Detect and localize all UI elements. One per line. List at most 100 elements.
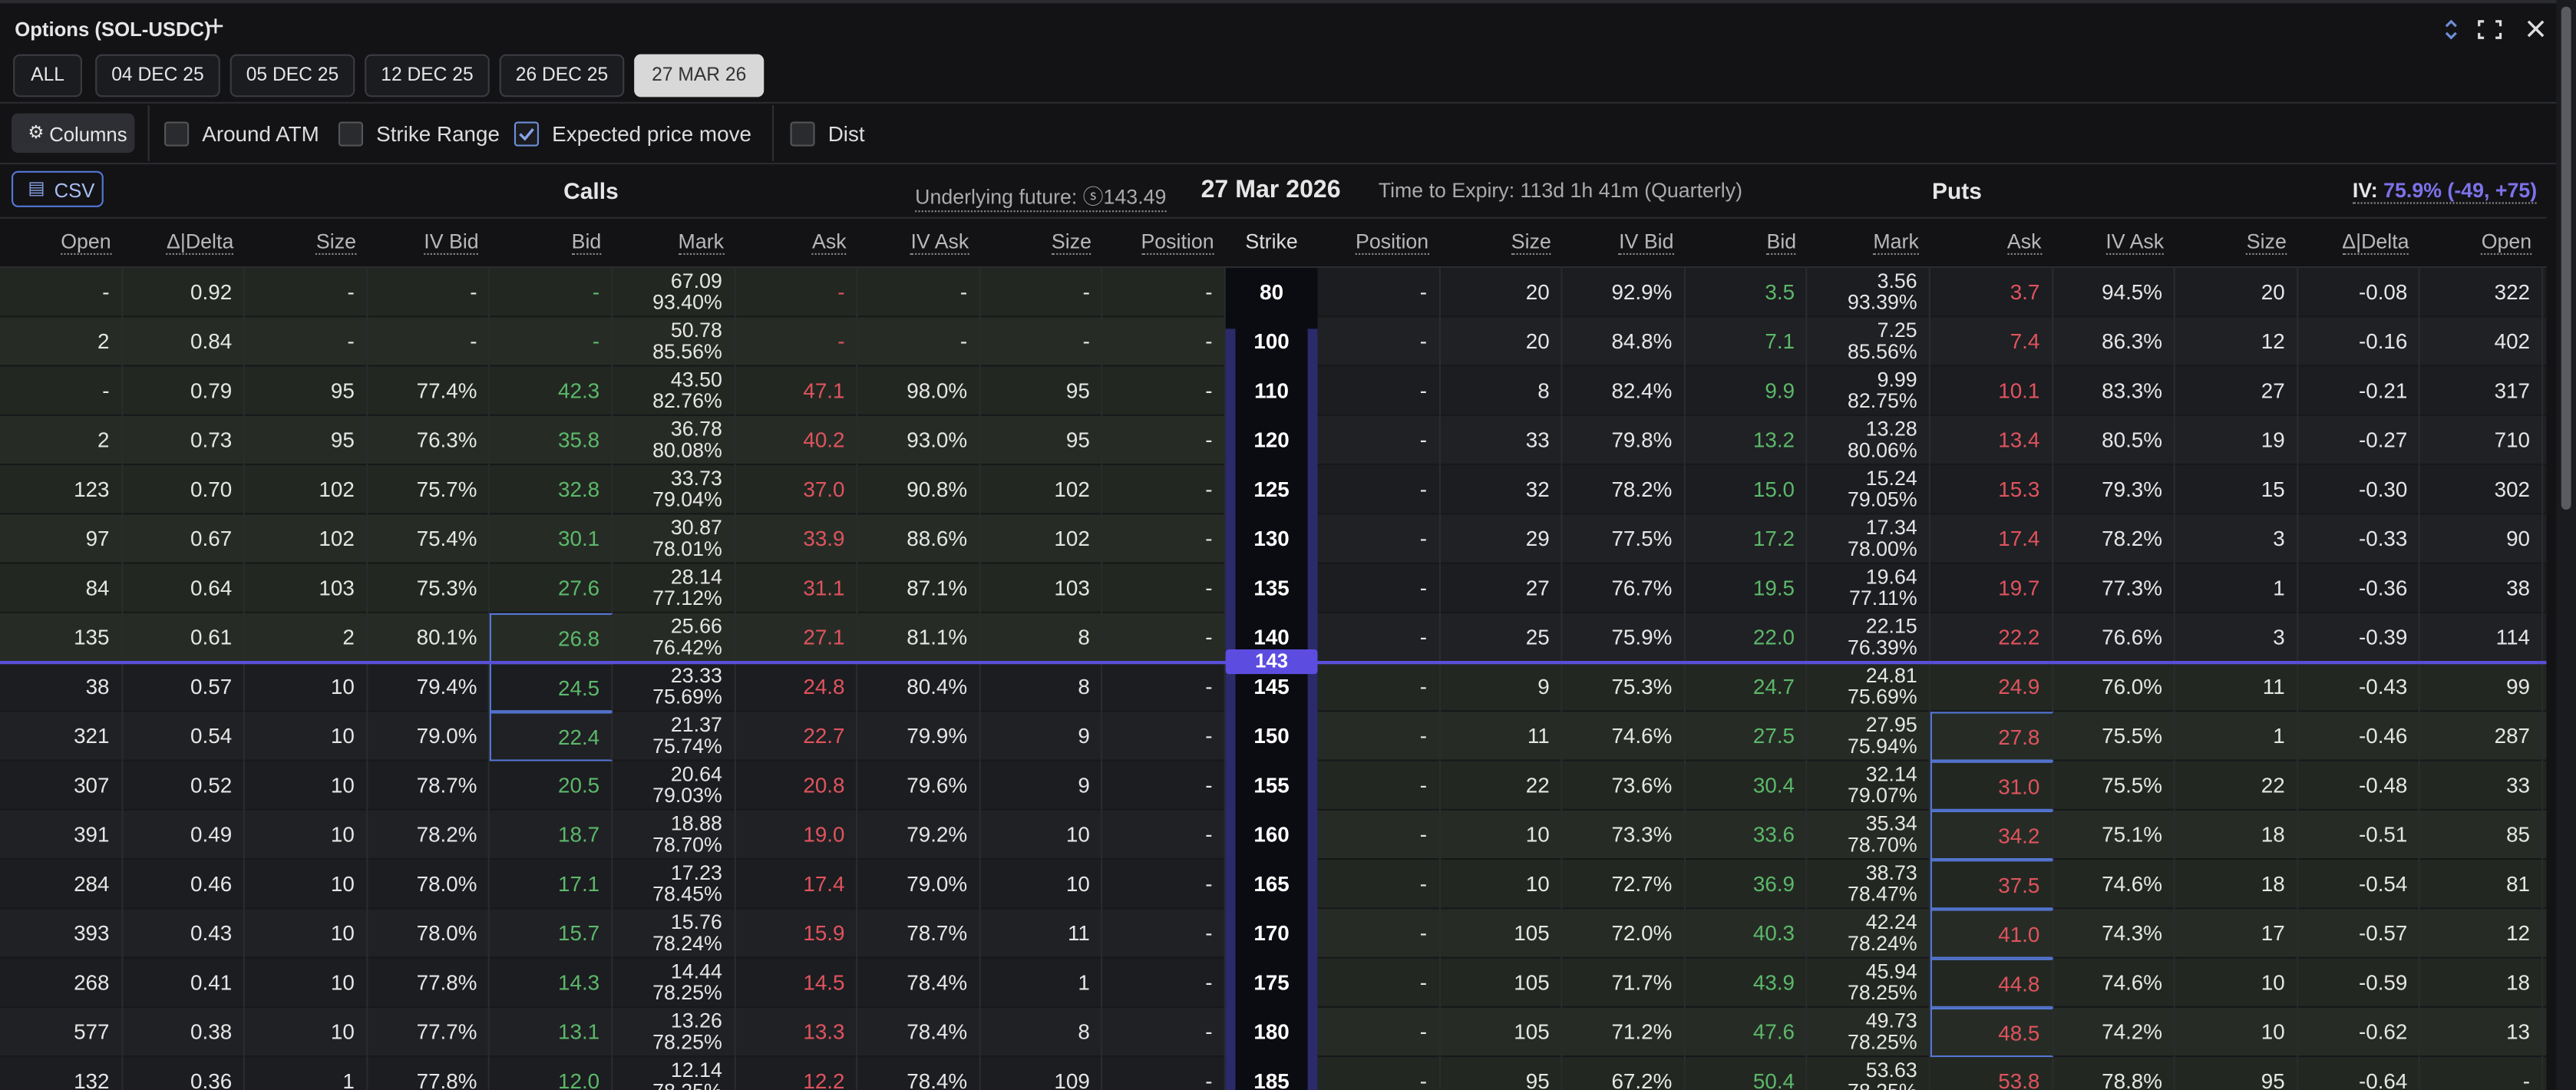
cell: - xyxy=(1318,662,1441,712)
mark-iv: 78.25% xyxy=(613,1081,722,1090)
cell: 3.5 xyxy=(1686,268,1808,318)
strike-cell: 130 xyxy=(1253,526,1290,551)
cell: 17.4 xyxy=(1930,514,2053,564)
column-header: Ask xyxy=(1930,230,2042,255)
cell: - xyxy=(980,268,1103,318)
cell: 71.2% xyxy=(1563,1007,1686,1058)
column-header-text[interactable]: IV Bid xyxy=(1619,230,1674,255)
cell: 0.92 xyxy=(123,268,246,318)
cell: 18.7 xyxy=(490,810,613,860)
column-header-text[interactable]: IV Ask xyxy=(910,230,969,255)
expiry-tab[interactable]: 05 DEC 25 xyxy=(230,54,355,97)
cell: 20 xyxy=(1440,317,1563,367)
column-header: Δ|Delta xyxy=(123,230,233,255)
mark-price: 19.64 xyxy=(1865,565,1917,589)
column-header-text[interactable]: Size xyxy=(1511,230,1551,255)
collapse-icon[interactable] xyxy=(2445,19,2457,40)
mark-price: 23.33 xyxy=(670,664,722,688)
expiry-tab[interactable]: 04 DEC 25 xyxy=(95,54,220,97)
cell: 577 xyxy=(0,1007,123,1058)
column-header-text[interactable]: Strike xyxy=(1245,230,1298,253)
cell: 0.64 xyxy=(123,563,246,613)
mark-cell: 17.23 78.45% xyxy=(613,860,735,910)
column-header-text[interactable]: Δ|Delta xyxy=(2342,230,2409,255)
scroll-thumb[interactable] xyxy=(2561,6,2571,510)
cell: - xyxy=(1103,958,1226,1008)
mark-price: 3.56 xyxy=(1877,269,1917,293)
row-bg-calls xyxy=(0,958,1226,1008)
column-header-text[interactable]: Δ|Delta xyxy=(167,230,233,255)
expiry-tab[interactable]: 12 DEC 25 xyxy=(365,54,490,97)
cell: - xyxy=(1103,366,1226,416)
cell: 9.9 xyxy=(1686,366,1808,416)
mark-cell: 33.73 79.04% xyxy=(613,465,735,515)
column-header-text[interactable]: Bid xyxy=(571,230,602,255)
cell: 2 xyxy=(245,613,368,663)
column-header-text[interactable]: Size xyxy=(315,230,356,255)
scrollbar[interactable] xyxy=(2556,0,2576,1090)
column-header-text[interactable]: IV Bid xyxy=(424,230,479,255)
cell: 10 xyxy=(1440,860,1563,910)
expiry-tab[interactable]: ALL xyxy=(13,54,83,97)
cell: 105 xyxy=(1440,909,1563,959)
mark-price: 12.14 xyxy=(670,1059,722,1082)
expiry-tab[interactable]: 27 MAR 26 xyxy=(634,54,765,97)
mark-cell: 28.14 77.12% xyxy=(613,563,735,613)
cell: 47.1 xyxy=(735,366,858,416)
column-header-text[interactable]: Open xyxy=(2481,230,2532,255)
expiry-tab[interactable]: 26 DEC 25 xyxy=(499,54,625,97)
column-header-text[interactable]: IV Ask xyxy=(2105,230,2165,255)
fullscreen-icon[interactable] xyxy=(2478,20,2502,39)
cell: - xyxy=(1103,662,1226,712)
cell: -0.30 xyxy=(2298,465,2421,515)
column-header: IV Ask xyxy=(2053,230,2165,255)
cell: 78.2% xyxy=(2053,514,2176,564)
checkbox[interactable] xyxy=(790,121,815,147)
column-header-text[interactable]: Bid xyxy=(1766,230,1797,255)
cell: 78.2% xyxy=(368,810,490,860)
cell: - xyxy=(1318,317,1441,367)
mark-cell: 50.78 85.56% xyxy=(613,317,735,367)
cell: 80.4% xyxy=(858,662,981,712)
checkbox[interactable] xyxy=(164,121,190,147)
cell: 86.3% xyxy=(2053,317,2176,367)
cell: 79.0% xyxy=(368,712,490,761)
cell: 1 xyxy=(2175,712,2298,761)
cell: -0.21 xyxy=(2298,366,2421,416)
column-header-text[interactable]: Mark xyxy=(1873,230,1919,255)
checkbox[interactable] xyxy=(514,121,540,147)
column-header-text[interactable]: Size xyxy=(2246,230,2287,255)
close-icon[interactable] xyxy=(2527,20,2545,38)
csv-button[interactable]: ▤ CSV xyxy=(11,170,104,207)
cell: 79.9% xyxy=(858,712,981,761)
column-header-text[interactable]: Size xyxy=(1051,230,1092,255)
cell: 22 xyxy=(1440,761,1563,811)
cell: 19.7 xyxy=(1930,563,2053,613)
cell: -0.43 xyxy=(2298,662,2421,712)
cell: 90 xyxy=(2421,514,2544,564)
cell: - xyxy=(858,268,981,318)
cell: 287 xyxy=(2421,712,2544,761)
cell: 1 xyxy=(2175,563,2298,613)
cell: 37.0 xyxy=(735,465,858,515)
column-header-text[interactable]: Position xyxy=(1355,230,1429,255)
column-header-text[interactable]: Open xyxy=(61,230,111,255)
column-header-text[interactable]: Mark xyxy=(678,230,725,255)
column-header-text[interactable]: Ask xyxy=(2006,230,2042,255)
mark-iv: 78.25% xyxy=(1808,1081,1917,1090)
mark-iv: 76.39% xyxy=(1847,636,1917,659)
column-header-text[interactable]: Position xyxy=(1141,230,1214,255)
cell: 81.1% xyxy=(858,613,981,663)
strike-cell: 135 xyxy=(1253,575,1290,600)
add-button[interactable]: + xyxy=(206,9,225,43)
column-header-text[interactable]: Ask xyxy=(812,230,847,255)
mark-cell: 32.14 79.07% xyxy=(1808,761,1930,811)
mark-iv: 93.40% xyxy=(652,291,722,315)
column-header: Ask xyxy=(735,230,847,255)
mark-price: 42.24 xyxy=(1865,910,1917,934)
checkbox[interactable] xyxy=(338,121,364,147)
columns-button[interactable]: ⚙ Columns xyxy=(11,113,135,154)
row-bg-puts xyxy=(1317,563,2547,613)
mark-price: 9.99 xyxy=(1877,368,1917,391)
header-divider xyxy=(0,266,2547,269)
